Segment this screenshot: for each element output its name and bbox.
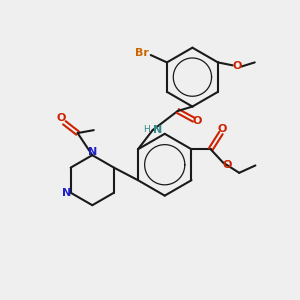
Text: O: O <box>232 61 242 71</box>
Text: H: H <box>143 125 150 134</box>
Text: O: O <box>57 113 66 123</box>
Text: N: N <box>88 147 97 157</box>
Text: Br: Br <box>135 48 149 58</box>
Text: O: O <box>193 116 202 126</box>
Text: N: N <box>153 124 163 134</box>
Text: O: O <box>218 124 227 134</box>
Text: N: N <box>62 188 72 198</box>
Text: O: O <box>222 160 232 170</box>
